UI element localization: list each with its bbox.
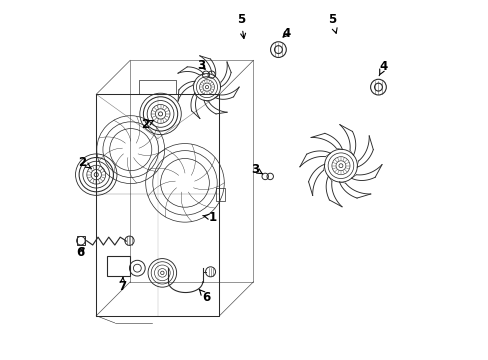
Text: 7: 7	[118, 277, 126, 293]
Text: 4: 4	[378, 60, 387, 76]
Text: 5: 5	[236, 13, 245, 39]
Text: 6: 6	[76, 246, 84, 259]
Text: 3: 3	[251, 163, 262, 176]
Bar	[216, 188, 224, 201]
Text: 2: 2	[141, 118, 153, 131]
Text: 3: 3	[197, 59, 205, 72]
Bar	[107, 256, 130, 276]
Text: 5: 5	[327, 13, 336, 33]
Text: 6: 6	[199, 289, 210, 304]
Text: 1: 1	[203, 211, 216, 224]
Text: 4: 4	[282, 27, 290, 40]
Text: 2: 2	[78, 156, 91, 168]
Bar	[77, 237, 85, 245]
